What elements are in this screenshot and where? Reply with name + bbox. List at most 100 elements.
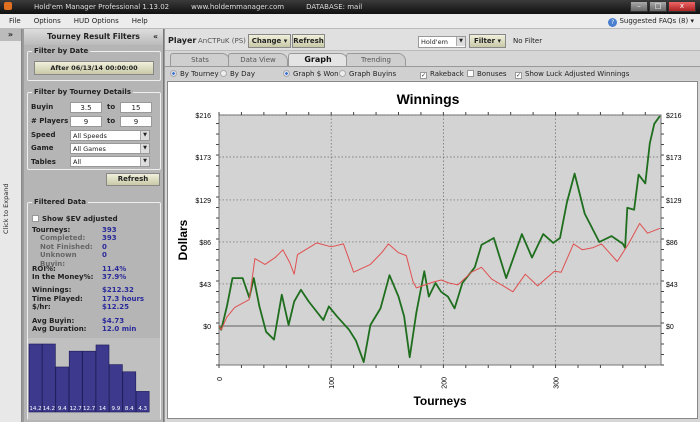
speed-select[interactable]: All Speeds ▼ [70, 130, 150, 141]
menu-hud-options[interactable]: HUD Options [73, 17, 119, 25]
stat-value: 0 [102, 251, 107, 260]
close-button[interactable]: x [668, 1, 696, 12]
menu-options[interactable]: Options [33, 17, 61, 25]
database-label: DATABASE: mail [306, 3, 363, 11]
stat-label: ROI%: [32, 264, 56, 273]
tables-label: Tables [31, 158, 56, 166]
stat-label: $/hr: [32, 303, 51, 312]
maximize-button[interactable]: □ [649, 1, 667, 12]
filter-button[interactable]: Filter ▾ [469, 34, 506, 48]
tab-graph[interactable]: Graph [288, 53, 348, 66]
suggested-faqs[interactable]: ? Suggested FAQs (8) ▾ [608, 14, 694, 29]
menu-file[interactable]: File [9, 17, 21, 25]
players-to-input[interactable]: 9 [120, 116, 152, 127]
stat-row: Tourneys: 393 [32, 226, 160, 234]
buyin-to-input[interactable]: 15 [120, 102, 152, 113]
panel-title: Tourney Result Filters [47, 32, 140, 41]
radio[interactable] [170, 70, 177, 77]
rakeback-checkbox[interactable]: ✓ Rakeback [420, 67, 464, 81]
radio[interactable] [283, 70, 290, 77]
x-axis-label: Tourneys [413, 394, 466, 408]
change-player-button[interactable]: Change ▾ [248, 34, 291, 48]
chevron-down-icon[interactable]: ▼ [140, 131, 149, 140]
title-bar: Hold'em Manager Professional 1.13.02 www.… [0, 0, 700, 14]
chevron-down-icon[interactable]: ▼ [140, 157, 149, 166]
stat-label: Time Played: [32, 294, 83, 303]
tables-value: All [73, 158, 82, 166]
histogram-bar-label: 14.2 [43, 406, 55, 412]
players-from-input[interactable]: 9 [70, 116, 102, 127]
histogram-bar-label: 12.7 [70, 406, 83, 412]
radio-label: Graph $ Won [293, 70, 339, 78]
checkbox[interactable] [32, 215, 39, 222]
help-icon: ? [608, 18, 618, 27]
tab-stats[interactable]: Stats [170, 53, 230, 66]
menu-bar: File Options HUD Options Help ? Suggested F… [0, 14, 700, 29]
ev-adjusted-checkbox[interactable]: Show $EV adjusted [32, 215, 118, 223]
group-title: Filter by Date [32, 47, 91, 55]
game-label: Game [31, 144, 54, 152]
stat-value: 37.9% [102, 272, 127, 281]
graph-buyins-radio[interactable]: Graph Buyins [339, 67, 396, 81]
bonuses-checkbox[interactable]: Bonuses [467, 67, 507, 81]
player-toolbar: Player AnCTPuK (PS) Change ▾ Refresh Hol… [165, 29, 700, 51]
histogram-bar [135, 391, 150, 413]
buyin-from-input[interactable]: 3.5 [70, 102, 102, 113]
chevron-down-icon[interactable]: ▼ [456, 37, 465, 46]
stat-label: Avg Buyin: [32, 316, 75, 325]
histogram-bar [95, 344, 110, 413]
expand-arrow-icon[interactable]: » [0, 29, 21, 41]
stat-value: $212.32 [102, 286, 134, 295]
minimize-button[interactable]: – [630, 1, 648, 12]
radio[interactable] [339, 70, 346, 77]
y-tick-label: $173 [195, 155, 211, 162]
radio-label: By Tourney [180, 70, 219, 78]
checkbox[interactable]: ✓ [515, 72, 522, 79]
radio[interactable] [220, 70, 227, 77]
plot-area [218, 114, 662, 366]
checkbox[interactable] [467, 70, 474, 77]
luck-adjusted-checkbox[interactable]: ✓ Show Luck Adjusted Winnings [515, 67, 629, 81]
by-tourney-radio[interactable]: By Tourney [170, 67, 219, 81]
speed-value: All Speeds [73, 132, 107, 140]
filter-by-date: Filter by Date After 06/13/14 00:00:00 [27, 47, 161, 81]
by-day-radio[interactable]: By Day [220, 67, 255, 81]
graph-won-radio[interactable]: Graph $ Won [283, 67, 339, 81]
histogram-bar-label: 14.2 [29, 406, 41, 412]
filter-status: No Filter [513, 37, 543, 45]
faq-label: Suggested FAQs (8) [619, 17, 689, 25]
game-select[interactable]: All Games ▼ [70, 143, 150, 154]
graph-options: By Tourney By Day Graph $ Won Graph Buyi… [165, 66, 700, 80]
tables-select[interactable]: All ▼ [70, 156, 150, 167]
date-filter-button[interactable]: After 06/13/14 00:00:00 [34, 61, 154, 75]
chevron-down-icon[interactable]: ▼ [140, 144, 149, 153]
refresh-filters-button[interactable]: Refresh [106, 173, 160, 186]
filter-by-details: Filter by Tourney Details Buyin 3.5 to 1… [27, 88, 161, 170]
menu-help[interactable]: Help [131, 17, 148, 25]
y-tick-label: $129 [195, 198, 211, 205]
duration-histogram: 14.2 14.2 9.4 12.7 12.7 14 9.9 8.4 4.3 [28, 338, 160, 420]
group-title: Filter by Tourney Details [32, 88, 133, 96]
players-label: # Players [31, 117, 69, 125]
luck-adjusted-line [218, 222, 661, 331]
refresh-button[interactable]: Refresh [292, 34, 325, 48]
y-tick-label: $86 [199, 240, 211, 247]
expand-strip[interactable]: » Click to Expand [0, 29, 22, 422]
collapse-icon[interactable]: « [153, 32, 158, 41]
filter-label: Filter [473, 37, 496, 45]
tab-data-view[interactable]: Data View [228, 53, 288, 66]
histogram-bar [82, 350, 96, 413]
game-type-value: Hold'em [421, 38, 448, 46]
radio-label: Graph Buyins [349, 70, 397, 78]
game-type-select[interactable]: Hold'em ▼ [418, 36, 466, 48]
x-tick-label: 100 [329, 377, 336, 389]
histogram-bar [68, 350, 83, 413]
checkbox[interactable]: ✓ [420, 72, 427, 79]
stat-label: In the Money%: [32, 272, 94, 281]
stat-value: 11.4% [102, 264, 127, 273]
expand-label[interactable]: Click to Expand [2, 183, 10, 234]
filtered-data: Filtered Data Show $EV adjusted Tourneys… [27, 198, 161, 420]
histogram-bar [28, 343, 43, 413]
checkbox-label: Show Luck Adjusted Winnings [525, 70, 630, 78]
tab-trending[interactable]: Trending [346, 53, 406, 66]
